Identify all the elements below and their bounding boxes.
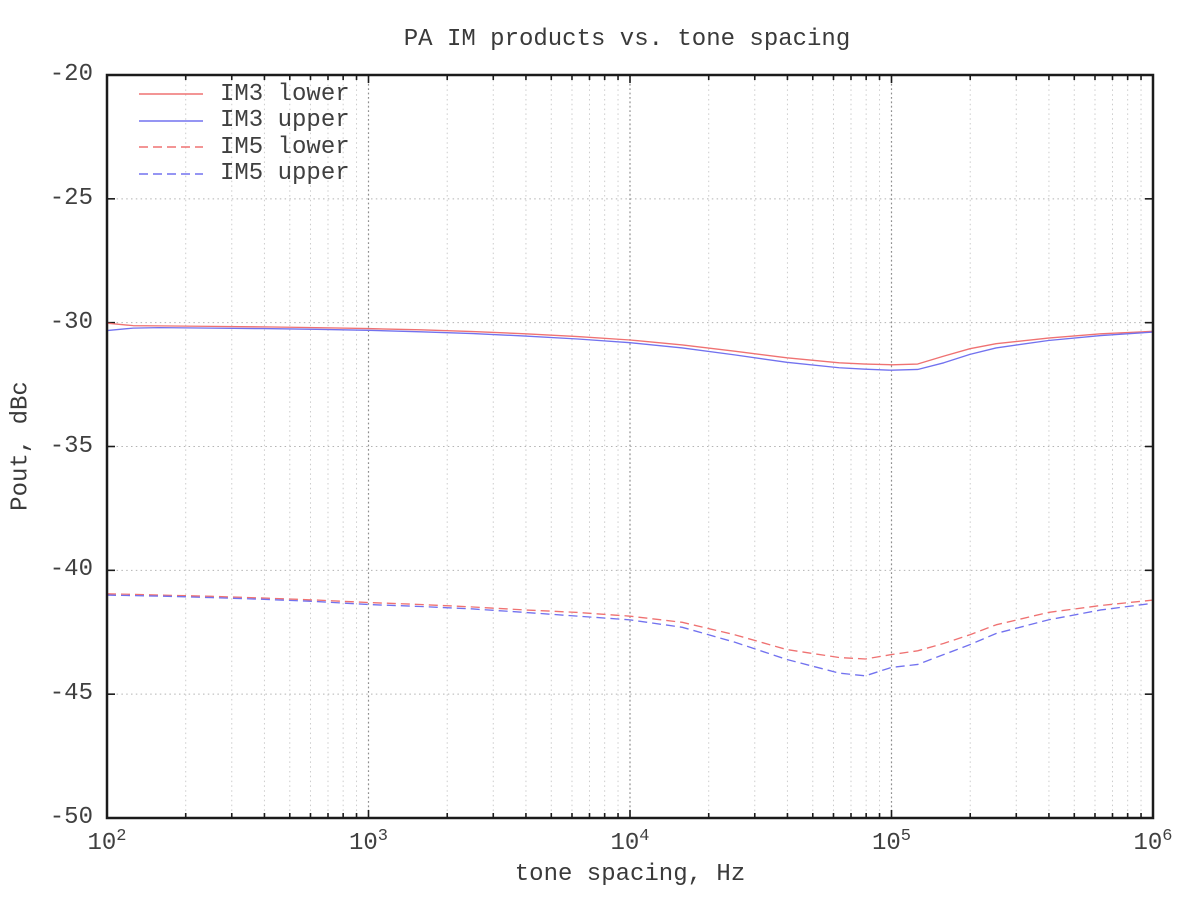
x-tick-base: 10 (1133, 830, 1163, 857)
legend: IM3 lower IM3 upper IM5 lower IM5 upper (138, 81, 350, 187)
curve-im5-lower (106, 593, 1154, 660)
legend-item-im5-lower: IM5 lower (138, 134, 350, 161)
x-tick-label: 102 (87, 827, 126, 857)
legend-item-im3-lower: IM3 lower (138, 81, 350, 108)
x-tick-label: 104 (610, 827, 649, 857)
legend-label: IM3 lower (220, 80, 350, 108)
x-tick-exponent: 5 (900, 827, 912, 846)
y-tick-label: -20 (49, 61, 93, 88)
legend-line-sample-im5-lower (139, 146, 203, 148)
x-tick-label: 103 (349, 827, 388, 857)
legend-label: IM3 upper (220, 107, 350, 135)
curve-im3-upper (106, 326, 1154, 371)
y-tick-label: -50 (49, 804, 93, 831)
legend-line-sample-im3-upper (139, 120, 203, 122)
x-tick-label: 105 (872, 827, 911, 857)
x-axis-label: tone spacing, Hz (514, 861, 746, 888)
x-tick-base: 10 (348, 830, 378, 857)
x-tick-base: 10 (87, 830, 117, 857)
x-tick-exponent: 2 (116, 827, 127, 846)
x-tick-base: 10 (610, 830, 640, 857)
legend-line-sample-im3-lower (139, 93, 203, 95)
x-tick-exponent: 3 (377, 827, 389, 846)
plot-border (105, 73, 1155, 820)
legend-line-sample-im5-upper (139, 173, 203, 175)
y-tick-label: -40 (49, 556, 93, 584)
legend-label: IM5 upper (220, 160, 350, 188)
legend-label: IM5 lower (220, 133, 350, 161)
legend-item-im5-upper: IM5 upper (138, 160, 350, 188)
y-tick-label: -35 (49, 432, 93, 460)
curve-im3-lower (106, 322, 1154, 366)
x-tick-exponent: 4 (639, 827, 650, 846)
x-tick-base: 10 (871, 830, 901, 857)
chart-title: PA IM products vs. tone spacing (403, 26, 851, 53)
y-tick-label: -45 (49, 680, 93, 708)
curve-im5-upper (106, 594, 1154, 677)
legend-item-im3-upper: IM3 upper (138, 107, 350, 135)
y-tick-label: -25 (49, 184, 93, 212)
x-tick-label: 106 (1133, 827, 1172, 857)
y-tick-label: -30 (49, 308, 93, 336)
x-tick-exponent: 6 (1162, 827, 1173, 846)
